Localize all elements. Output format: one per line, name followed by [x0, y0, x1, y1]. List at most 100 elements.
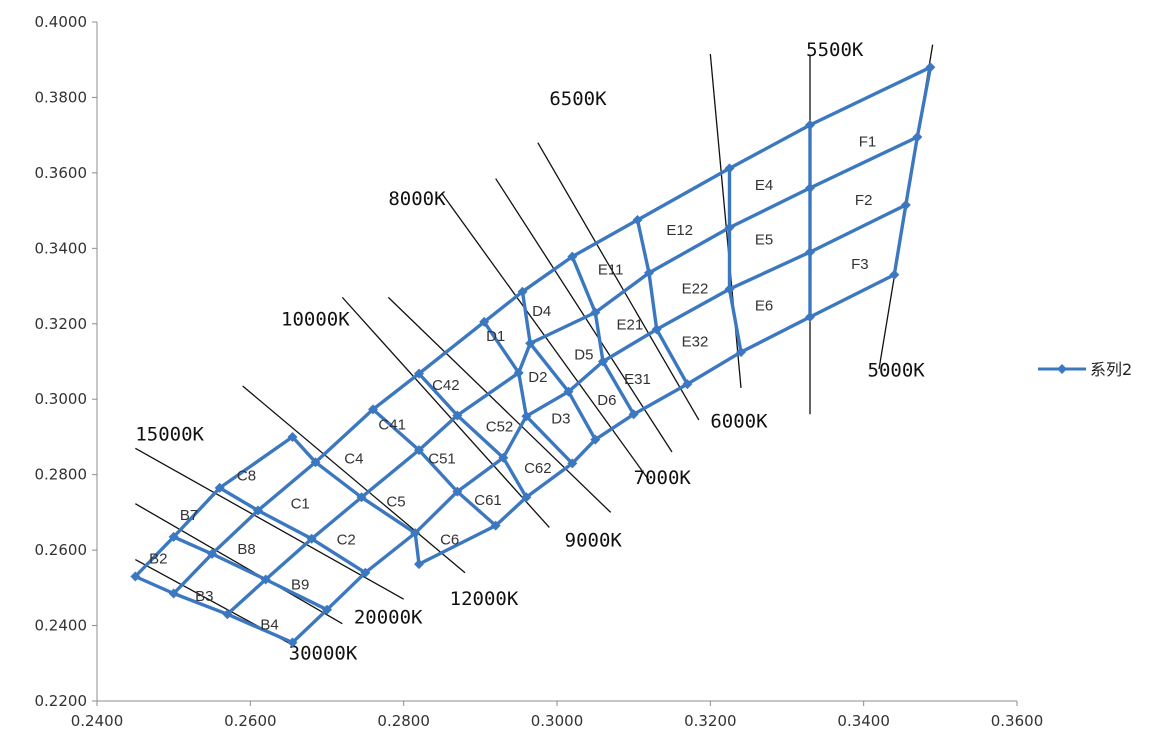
cct-label: 15000K	[135, 424, 204, 446]
series-column-line	[417, 372, 528, 499]
data-point-marker	[452, 486, 463, 497]
y-tick-label: 0.2600	[35, 541, 88, 559]
data-point-marker	[207, 548, 217, 559]
cct-line	[709, 54, 742, 388]
data-point-marker	[414, 368, 424, 379]
bin-label: E4	[755, 177, 773, 194]
bin-label: C52	[486, 418, 514, 435]
y-tick-label: 0.3200	[35, 315, 88, 333]
cct-label: 6500K	[549, 88, 607, 110]
data-point-marker	[724, 163, 735, 174]
series-column-line	[218, 486, 367, 575]
data-point-marker	[287, 431, 298, 442]
x-tick-label: 0.3600	[991, 712, 1044, 730]
data-point-marker	[805, 119, 815, 130]
data-point-marker	[287, 637, 298, 648]
data-point-marker	[360, 567, 371, 578]
bin-label: C4	[344, 450, 363, 467]
cct-label: 9000K	[565, 529, 623, 551]
bin-label: F1	[859, 133, 877, 150]
cct-label: 30000K	[289, 643, 358, 665]
bin-label: E11	[598, 262, 624, 279]
series-row-line	[134, 435, 294, 578]
cct-line	[135, 503, 343, 625]
bin-label: E21	[616, 316, 643, 333]
bin-label: C5	[386, 494, 405, 511]
bin-label: C6	[440, 531, 459, 548]
bin-label: D5	[574, 347, 593, 364]
cct-label: 8000K	[388, 188, 446, 210]
bin-label: E12	[666, 222, 693, 239]
cct-label: 10000K	[281, 309, 350, 331]
data-point-marker	[598, 356, 608, 367]
bin-label: D2	[528, 369, 547, 386]
data-point-marker	[567, 458, 578, 469]
data-point-marker	[805, 182, 815, 193]
cct-line	[242, 385, 466, 574]
data-point-marker	[414, 559, 424, 570]
data-point-marker	[410, 528, 421, 539]
series-column-line	[892, 66, 933, 275]
cct-label: 20000K	[354, 607, 423, 629]
data-point-marker	[805, 311, 815, 322]
legend: 系列2	[1038, 360, 1132, 379]
bin-label: E31	[624, 371, 651, 388]
data-point-marker	[736, 347, 746, 358]
bin-label: C42	[432, 377, 460, 394]
data-point-marker	[306, 533, 317, 544]
data-point-marker	[567, 251, 578, 262]
data-point-marker	[322, 604, 332, 615]
bin-label: C8	[237, 467, 256, 484]
series-column-line	[482, 320, 574, 465]
bin-label: C61	[474, 492, 502, 509]
bin-label: D3	[551, 411, 570, 428]
y-tick-label: 0.2800	[35, 466, 88, 484]
data-point-marker	[521, 492, 532, 503]
y-tick-label: 0.3800	[35, 88, 88, 106]
y-tick-label: 0.2400	[35, 617, 88, 635]
y-tick-label: 0.2200	[35, 692, 88, 710]
legend-swatch-marker	[1057, 364, 1067, 374]
bin-label: D6	[597, 392, 616, 409]
data-point-marker	[590, 434, 601, 445]
bin-label: F3	[851, 256, 869, 273]
cct-lines: 30000K 20000K 15000K 12000K 10000K 9000K 8000K…	[135, 39, 934, 665]
data-point-marker	[222, 609, 233, 620]
x-tick-label: 0.2600	[224, 712, 277, 730]
cct-label: 6000K	[710, 411, 768, 433]
data-point-marker	[356, 492, 367, 503]
cct-line	[537, 142, 700, 421]
data-point-marker	[805, 247, 815, 258]
bin-label: D4	[532, 303, 551, 320]
series-column-line	[635, 219, 689, 385]
data-point-marker	[925, 62, 936, 73]
bin-label: F2	[855, 192, 873, 209]
cct-line	[387, 296, 612, 513]
cct-line	[341, 296, 550, 528]
chart-axes: 0.2200 0.2400 0.2600 0.2800 0.3000 0.3200 0.34…	[35, 13, 1044, 730]
data-point-marker	[498, 452, 509, 463]
cct-line	[135, 447, 404, 600]
bin-label: B8	[237, 541, 255, 558]
bin-label: C41	[378, 416, 406, 433]
bin-label: B3	[195, 588, 213, 605]
data-point-marker	[513, 367, 524, 378]
x-tick-label: 0.3000	[531, 712, 584, 730]
data-point-marker	[490, 520, 501, 531]
y-tick-label: 0.3400	[35, 239, 88, 257]
x-tick-label: 0.2800	[377, 712, 430, 730]
bin-label: C1	[291, 496, 310, 513]
bin-label: B4	[260, 616, 278, 633]
data-point-marker	[253, 505, 263, 516]
legend-label: 系列2	[1090, 360, 1132, 379]
data-point-marker	[168, 531, 179, 542]
data-point-marker	[682, 379, 693, 390]
data-point-marker	[724, 222, 735, 233]
y-tick-label: 0.3000	[35, 390, 88, 408]
cct-label: 7000K	[634, 467, 692, 489]
bin-label: E32	[682, 333, 709, 350]
bin-label: C2	[337, 531, 356, 548]
data-point-marker	[632, 215, 643, 226]
bin-label: D1	[486, 328, 505, 345]
